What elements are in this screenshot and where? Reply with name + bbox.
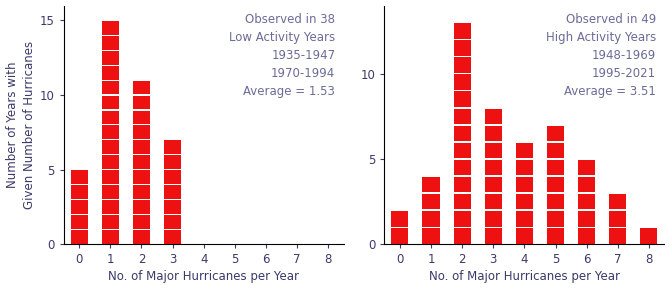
Bar (102, 230, 119, 244)
Bar (578, 228, 595, 244)
Bar (102, 36, 119, 50)
Bar (70, 185, 88, 199)
Bar (391, 211, 409, 227)
Bar (102, 51, 119, 65)
Bar (547, 143, 564, 158)
Bar (484, 143, 502, 158)
Bar (164, 230, 181, 244)
Bar (70, 200, 88, 214)
Bar (454, 160, 471, 175)
Bar (454, 177, 471, 192)
Bar (70, 170, 88, 184)
Bar (454, 194, 471, 210)
Bar (484, 109, 502, 124)
Bar (164, 185, 181, 199)
Bar (102, 155, 119, 169)
Bar (102, 66, 119, 79)
Bar (423, 194, 440, 210)
Bar (578, 194, 595, 210)
Bar (423, 177, 440, 192)
Bar (516, 177, 533, 192)
Bar (133, 230, 150, 244)
X-axis label: No. of Major Hurricanes per Year: No. of Major Hurricanes per Year (429, 271, 620, 284)
Bar (547, 126, 564, 141)
Bar (164, 155, 181, 169)
Bar (133, 111, 150, 124)
Bar (454, 211, 471, 227)
Bar (547, 194, 564, 210)
Bar (102, 215, 119, 229)
Bar (454, 92, 471, 107)
Bar (70, 215, 88, 229)
Bar (102, 21, 119, 35)
Bar (391, 228, 409, 244)
Bar (102, 185, 119, 199)
Bar (164, 140, 181, 154)
Bar (547, 177, 564, 192)
Bar (133, 200, 150, 214)
Bar (484, 211, 502, 227)
Bar (454, 109, 471, 124)
Bar (484, 160, 502, 175)
Bar (578, 160, 595, 175)
Bar (133, 140, 150, 154)
Bar (133, 185, 150, 199)
Bar (102, 96, 119, 110)
Bar (454, 75, 471, 90)
Y-axis label: Number of Years with
Given Number of Hurricanes: Number of Years with Given Number of Hur… (5, 41, 36, 209)
Bar (454, 40, 471, 56)
Bar (133, 81, 150, 95)
Bar (547, 211, 564, 227)
Bar (454, 228, 471, 244)
Bar (133, 125, 150, 139)
Bar (102, 81, 119, 95)
Bar (102, 125, 119, 139)
Bar (578, 177, 595, 192)
Bar (102, 140, 119, 154)
Bar (609, 194, 626, 210)
Bar (578, 211, 595, 227)
Bar (516, 143, 533, 158)
Bar (454, 58, 471, 73)
Bar (133, 96, 150, 110)
Bar (484, 194, 502, 210)
Bar (516, 160, 533, 175)
Bar (102, 200, 119, 214)
Bar (609, 211, 626, 227)
Bar (133, 155, 150, 169)
Bar (547, 228, 564, 244)
X-axis label: No. of Major Hurricanes per Year: No. of Major Hurricanes per Year (108, 271, 299, 284)
Bar (102, 170, 119, 184)
Bar (609, 228, 626, 244)
Bar (547, 160, 564, 175)
Bar (484, 177, 502, 192)
Bar (133, 215, 150, 229)
Bar (164, 200, 181, 214)
Bar (423, 228, 440, 244)
Bar (102, 111, 119, 124)
Bar (164, 170, 181, 184)
Bar (423, 211, 440, 227)
Bar (164, 215, 181, 229)
Text: Observed in 38
Low Activity Years
1935-1947
1970-1994
Average = 1.53: Observed in 38 Low Activity Years 1935-1… (229, 13, 336, 98)
Bar (484, 126, 502, 141)
Bar (70, 230, 88, 244)
Bar (484, 228, 502, 244)
Text: Observed in 49
High Activity Years
1948-1969
1995-2021
Average = 3.51: Observed in 49 High Activity Years 1948-… (546, 13, 656, 98)
Bar (454, 143, 471, 158)
Bar (454, 126, 471, 141)
Bar (454, 23, 471, 39)
Bar (641, 228, 657, 244)
Bar (516, 211, 533, 227)
Bar (516, 228, 533, 244)
Bar (516, 194, 533, 210)
Bar (133, 170, 150, 184)
